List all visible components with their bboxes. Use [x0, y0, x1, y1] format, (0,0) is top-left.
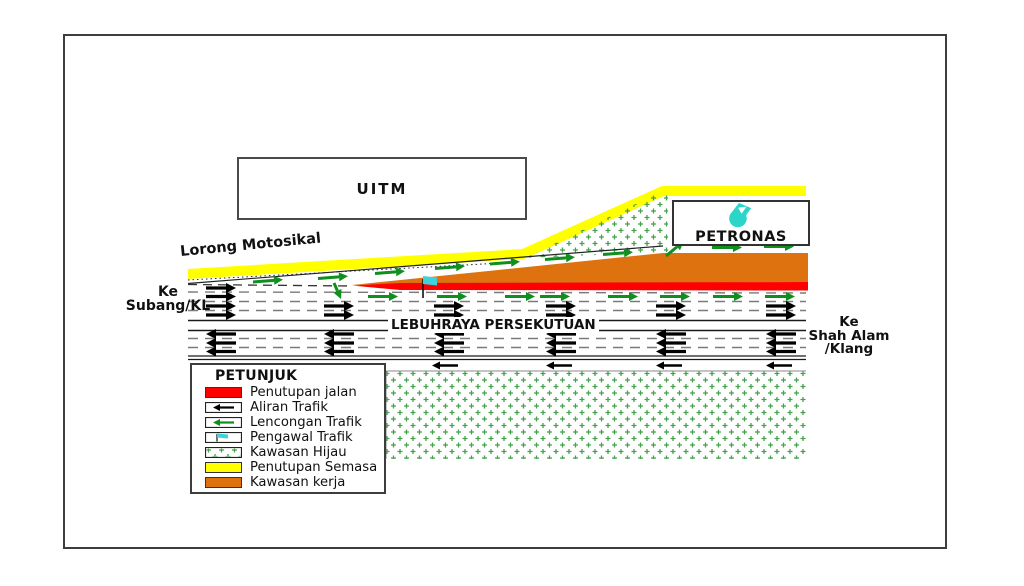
traffic-controller-flag-icon [205, 432, 242, 443]
traffic-flow-arrow-left [324, 338, 354, 348]
traffic-flow-arrow-left [656, 338, 686, 348]
work-area-wedge [352, 253, 808, 285]
legend-item-label: Aliran Trafik [250, 399, 328, 415]
current-closure-band [187, 186, 806, 279]
diversion-arrow-diagonal [544, 253, 575, 263]
legend-item: Penutupan Semasa [205, 460, 384, 475]
motorcycle-lane-dotted-line [187, 261, 521, 281]
traffic-flow-arrow-left [206, 338, 236, 348]
frontage-flow-arrow-left [432, 361, 458, 370]
petronas-logo-icon [729, 203, 752, 228]
carriageway-top-dashed-line [187, 283, 353, 287]
traffic-flow-arrow-right [434, 301, 464, 311]
traffic-flow-arrow-left [656, 346, 686, 357]
traffic-flow-arrow-left [324, 346, 354, 357]
diversion-arrow-diagonal [374, 267, 405, 277]
legend-item-label: Penutupan jalan [250, 384, 357, 400]
diversion-arrow-diagonal [252, 275, 283, 285]
legend-item-label: Kawasan Hijau [250, 444, 347, 460]
diversion-arrow-diagonal [489, 257, 520, 267]
frontage-flow-arrow-left [656, 361, 682, 370]
frontage-flow-arrow-left [546, 361, 572, 370]
traffic-flow-arrow-right [656, 301, 686, 311]
diversion-arrow-diagonal [434, 262, 465, 272]
legend-item: Pengawal Trafik [205, 430, 384, 445]
motorcycle-lane-edge-line [187, 245, 664, 285]
traffic-flow-arrow-left [546, 346, 576, 357]
frontage-flow-arrow-left [766, 361, 792, 370]
traffic-flow-arrow-left [766, 346, 796, 357]
legend-item: Penutupan jalan [205, 385, 384, 400]
green-area-upper [527, 194, 668, 258]
diversion-arrow-diagonal [602, 248, 633, 258]
uitm-building-box: UITM [237, 157, 527, 220]
current-closure-swatch [205, 462, 242, 473]
uitm-label: UITM [356, 179, 408, 198]
traffic-flow-arrow-left [656, 329, 686, 339]
legend-item: Lencongan Trafik [205, 415, 384, 430]
traffic-flow-arrow-right [656, 310, 686, 320]
diversion-arrow-icon [205, 417, 242, 428]
traffic-flow-arrow-left [546, 338, 576, 348]
diversion-arrow-lane [505, 292, 535, 301]
traffic-flow-arrow-left [324, 329, 354, 339]
legend-item-label: Pengawal Trafik [250, 429, 353, 445]
work-area-swatch [205, 477, 242, 488]
traffic-flow-arrow-right [206, 301, 236, 311]
green-area-swatch [205, 447, 242, 458]
diversion-arrow-lane [437, 292, 467, 301]
traffic-flow-arrow-right [766, 310, 796, 320]
legend-item: Aliran Trafik [205, 400, 384, 415]
traffic-flow-arrow-icon [205, 402, 242, 413]
diversion-arrow-lane [608, 292, 638, 301]
lane-dashed-line [187, 291, 807, 294]
traffic-flow-arrow-right [206, 283, 236, 293]
traffic-flow-arrow-right [546, 301, 576, 311]
diversion-arrow-lane [765, 292, 795, 301]
traffic-flow-arrow-right [324, 310, 354, 320]
traffic-flow-arrow-right [206, 291, 236, 302]
legend-green-arrow [213, 419, 234, 426]
to-shah-alam-klang-label: Ke Shah Alam /Klang [808, 314, 890, 357]
traffic-flow-arrow-right [206, 310, 236, 320]
legend-item: Kawasan Hijau [205, 445, 384, 460]
diversion-arrow-diagonal [317, 272, 348, 282]
traffic-flow-arrow-right [324, 301, 354, 311]
legend-item-label: Lencongan Trafik [250, 414, 362, 430]
traffic-flow-arrow-left [766, 329, 796, 339]
road-closure-swatch [205, 387, 242, 398]
legend-item-label: Penutupan Semasa [250, 459, 378, 475]
legend-box: PETUNJUK Penutupan jalan Aliran Trafik Len… [190, 363, 386, 494]
green-area-lower [386, 371, 806, 459]
traffic-flow-arrow-left [206, 329, 236, 339]
diversion-arrow-lane [540, 292, 570, 301]
legend-title: PETUNJUK [215, 368, 298, 384]
traffic-flow-arrow-left [766, 338, 796, 348]
petronas-label: PETRONAS [695, 228, 787, 245]
federal-highway-label: LEBUHRAYA PERSEKUTUAN [388, 317, 599, 333]
to-subang-kl-label: Ke Subang/KL [125, 284, 211, 314]
diversion-arrow-lane [660, 292, 690, 301]
traffic-flow-arrow-left [206, 346, 236, 357]
traffic-flow-arrow-left [434, 346, 464, 357]
legend-item: Kawasan kerja [205, 475, 384, 490]
legend-item-label: Kawasan kerja [250, 474, 346, 490]
diversion-arrow-lane [713, 292, 743, 301]
legend-items: Penutupan jalan Aliran Trafik Lencongan Tr… [205, 385, 384, 490]
traffic-flow-arrow-left [434, 338, 464, 348]
traffic-controller-flag [422, 276, 437, 298]
petronas-station-box: PETRONAS [672, 200, 810, 246]
road-closure-strip [352, 282, 808, 291]
diversion-arrow-lane [368, 292, 398, 301]
traffic-flow-arrow-right [766, 301, 796, 311]
diversion-arrow-down [332, 282, 342, 299]
outer-border [63, 34, 947, 549]
legend-black-arrow [213, 404, 234, 411]
